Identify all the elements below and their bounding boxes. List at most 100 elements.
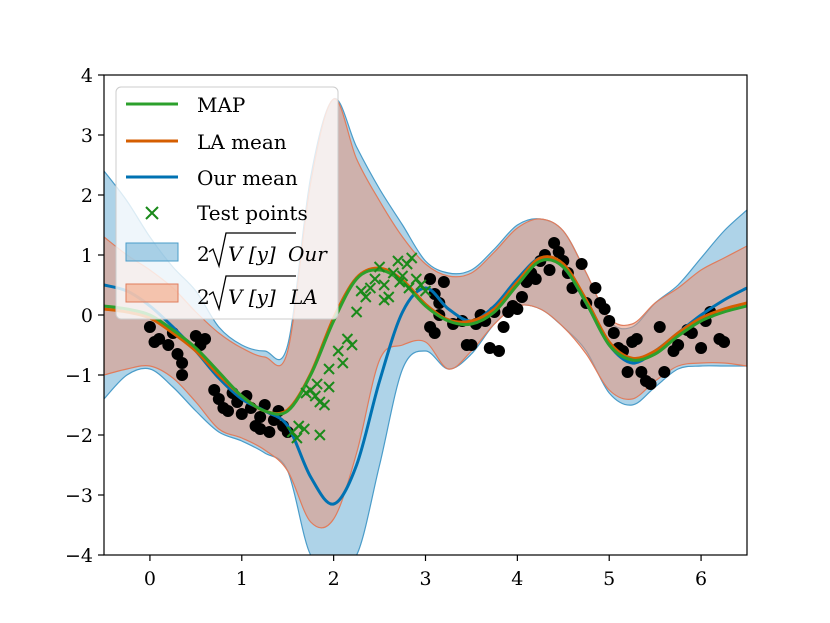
- test-point: [396, 270, 409, 282]
- y-tick-label: 0: [81, 305, 93, 327]
- train-point: [653, 321, 666, 333]
- train-point: [548, 237, 561, 249]
- test-point: [293, 420, 305, 432]
- train-point: [254, 423, 267, 435]
- train-point: [497, 321, 510, 333]
- legend-our-mean-label: Our mean: [197, 166, 298, 190]
- svg-text:Our: Our: [288, 242, 328, 266]
- train-point: [428, 327, 441, 339]
- y-tick-label: −4: [65, 545, 93, 567]
- train-point: [235, 408, 248, 420]
- train-point: [718, 336, 731, 348]
- train-point: [644, 378, 657, 390]
- test-point: [323, 381, 335, 393]
- legend-la-band-swatch: [125, 283, 179, 303]
- train-point: [465, 339, 478, 351]
- test-point: [378, 279, 390, 291]
- train-point: [437, 276, 450, 288]
- train-point: [635, 366, 648, 378]
- test-point: [337, 357, 349, 369]
- map-line: [104, 258, 747, 416]
- x-tick-label: 4: [511, 568, 523, 590]
- train-point: [176, 369, 189, 381]
- test-point: [403, 282, 415, 294]
- test-point: [346, 339, 358, 351]
- train-point: [483, 342, 496, 354]
- train-point: [575, 258, 588, 270]
- train-point: [254, 411, 267, 423]
- test-point: [298, 423, 310, 435]
- sqrt-sign-icon: [208, 232, 296, 269]
- test-point: [406, 252, 418, 264]
- svg-text:2: 2: [197, 242, 210, 266]
- legend-la-band-label: 2 V [y] LA: [197, 275, 318, 312]
- x-tick-label: 2: [328, 568, 340, 590]
- train-point: [529, 273, 542, 285]
- test-point: [373, 261, 386, 273]
- x-tick-label: 1: [236, 568, 248, 590]
- test-point: [323, 363, 335, 375]
- x-axis: 0 1 2 3 4 5 6: [144, 555, 707, 590]
- y-tick-label: −2: [65, 425, 93, 447]
- test-point: [364, 282, 377, 294]
- train-point: [607, 327, 620, 339]
- test-point: [311, 378, 323, 390]
- legend: MAP LA mean Our mean Test points 2 V [y]…: [115, 86, 339, 320]
- legend-our-band-label: 2 V [y] Our: [197, 232, 328, 269]
- y-tick-label: 3: [81, 125, 93, 147]
- train-point: [433, 297, 446, 309]
- train-point: [672, 339, 685, 351]
- y-axis: −4 −3 −2 −1 0 1 2 3 4: [65, 65, 104, 567]
- y-tick-label: −3: [65, 485, 93, 507]
- train-point: [189, 330, 202, 342]
- train-points: [143, 237, 731, 438]
- train-point: [511, 303, 524, 315]
- train-point: [171, 348, 184, 360]
- test-point: [369, 273, 381, 285]
- train-point: [199, 333, 212, 345]
- y-tick-label: 1: [81, 245, 93, 267]
- train-point: [621, 366, 634, 378]
- test-point: [314, 429, 326, 441]
- test-point: [394, 276, 406, 288]
- legend-test-points-marker: [145, 206, 159, 220]
- train-point: [603, 315, 616, 327]
- svg-text:V [y]: V [y]: [228, 285, 276, 309]
- legend-cross-marker: [145, 206, 159, 220]
- legend-our-band-swatch: [125, 242, 179, 262]
- sqrt-sign-icon: [208, 275, 296, 312]
- test-point: [392, 255, 404, 267]
- train-point: [552, 246, 565, 258]
- test-point: [387, 267, 400, 279]
- train-point: [222, 405, 235, 417]
- test-point: [332, 345, 344, 357]
- test-point: [378, 294, 390, 306]
- train-point: [176, 357, 189, 369]
- test-point: [350, 306, 363, 318]
- train-point: [543, 264, 556, 276]
- x-tick-label: 0: [144, 568, 156, 590]
- test-point: [419, 285, 432, 297]
- train-point: [492, 345, 505, 357]
- test-point: [291, 432, 303, 444]
- x-tick-label: 5: [603, 568, 615, 590]
- train-point: [515, 291, 528, 303]
- train-point: [695, 342, 708, 354]
- test-point: [360, 291, 372, 303]
- train-point: [143, 321, 156, 333]
- train-point: [212, 393, 225, 405]
- y-tick-label: 4: [81, 65, 93, 87]
- train-point: [208, 384, 221, 396]
- train-point: [424, 273, 437, 285]
- train-point: [162, 339, 175, 351]
- train-point: [263, 426, 276, 438]
- svg-text:2: 2: [197, 285, 210, 309]
- train-point: [658, 366, 671, 378]
- legend-la-mean-label: LA mean: [197, 130, 287, 154]
- y-tick-label: 2: [81, 185, 93, 207]
- svg-text:V [y]: V [y]: [228, 242, 276, 266]
- x-tick-label: 6: [695, 568, 707, 590]
- train-point: [598, 303, 611, 315]
- legend-map-label: MAP: [197, 93, 245, 117]
- train-point: [589, 282, 602, 294]
